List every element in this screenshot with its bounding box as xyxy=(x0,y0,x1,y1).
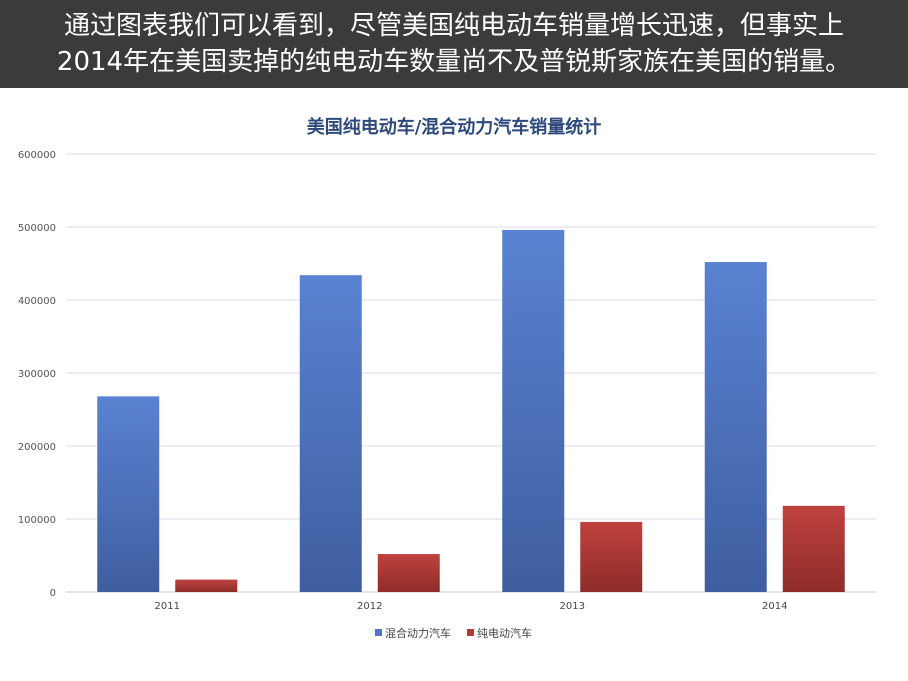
y-tick-label: 0 xyxy=(50,588,56,599)
legend-label: 混合动力汽车 xyxy=(385,626,451,640)
chart-title: 美国纯电动车/混合动力汽车销量统计 xyxy=(307,116,602,138)
bar-electric-2012 xyxy=(377,554,440,592)
y-tick-label: 500000 xyxy=(18,223,56,234)
legend: 混合动力汽车 纯电动汽车 xyxy=(375,626,532,640)
caption-line-2: 2014年在美国卖掉的纯电动车数量尚不及普锐斯家族在美国的销量。 xyxy=(56,47,852,77)
legend-label: 纯电动汽车 xyxy=(477,626,532,640)
y-tick-label: 300000 xyxy=(18,369,56,380)
caption-bar: 通过图表我们可以看到，尽管美国纯电动车销量增长迅速，但事实上 2014年在美国卖… xyxy=(0,0,908,88)
x-tick-label: 2013 xyxy=(560,601,585,612)
y-tick-label: 200000 xyxy=(18,442,56,453)
bar-hybrid-2011 xyxy=(97,396,160,592)
x-tick-label: 2012 xyxy=(357,601,382,612)
bar-electric-2014 xyxy=(782,505,845,592)
legend-swatch xyxy=(467,629,474,636)
bar-electric-2013 xyxy=(580,521,643,592)
bar-hybrid-2013 xyxy=(502,229,565,593)
y-tick-label: 100000 xyxy=(18,515,56,526)
bar-chart: 美国纯电动车/混合动力汽车销量统计 0 100000 200000 300000 400… xyxy=(18,116,876,640)
bar-electric-2011 xyxy=(175,579,238,592)
y-tick-label: 600000 xyxy=(18,150,56,161)
x-tick-label: 2014 xyxy=(762,601,787,612)
y-tick-label: 400000 xyxy=(18,296,56,307)
bar-hybrid-2012 xyxy=(299,275,362,592)
x-tick-label: 2011 xyxy=(155,601,180,612)
caption-line-1: 通过图表我们可以看到，尽管美国纯电动车销量增长迅速，但事实上 xyxy=(63,11,844,41)
bar-hybrid-2014 xyxy=(704,262,767,592)
legend-swatch xyxy=(375,629,382,636)
chart-area: 美国纯电动车/混合动力汽车销量统计 0 100000 200000 300000 400… xyxy=(0,88,908,681)
